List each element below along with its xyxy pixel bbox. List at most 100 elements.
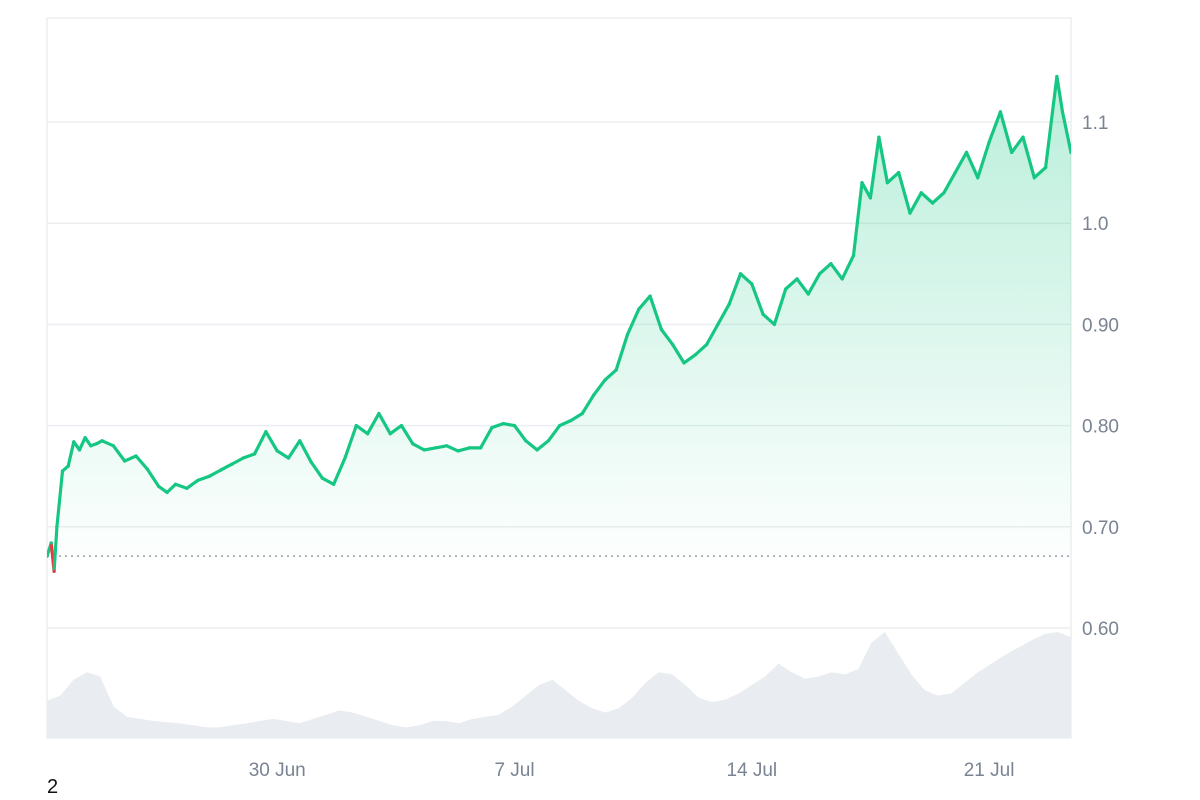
price-point <box>1010 150 1014 154</box>
price-point <box>52 569 56 573</box>
price-line-segment <box>942 171 957 195</box>
price-line-segment <box>524 439 539 452</box>
price-line-segment <box>930 191 946 205</box>
price-line-segment <box>83 436 93 448</box>
price-line[interactable] <box>45 74 1072 573</box>
price-point <box>111 444 115 448</box>
price-line-segment <box>1032 165 1048 180</box>
price-point <box>343 456 347 460</box>
price-line-segment <box>1055 74 1065 114</box>
price-line-segment <box>868 135 881 200</box>
price-point <box>1069 150 1071 154</box>
price-line-segment <box>399 424 415 446</box>
price-line-segment <box>897 171 912 215</box>
price-point <box>72 440 76 444</box>
price-point <box>366 432 370 436</box>
footer-label: 2 <box>47 776 59 798</box>
price-point <box>275 449 279 453</box>
price-point <box>173 482 178 486</box>
price-line-segment <box>964 150 980 180</box>
price-point <box>49 541 53 545</box>
price-line-segment <box>320 476 336 486</box>
y-tick-label: 1.1 <box>1082 113 1108 134</box>
price-point <box>964 150 969 154</box>
price-point <box>637 307 641 311</box>
price-point <box>829 262 833 266</box>
price-line-segment <box>919 191 935 205</box>
price-line-segment <box>411 442 426 452</box>
price-point <box>885 181 890 185</box>
price-point <box>165 490 169 494</box>
price-line-segment <box>456 446 471 453</box>
price-point <box>123 459 127 463</box>
price-line-segment <box>1060 110 1071 154</box>
price-line-segment <box>275 449 291 460</box>
price-point <box>897 171 901 175</box>
y-tick-label: 0.60 <box>1082 619 1119 640</box>
price-line-segment <box>671 343 686 365</box>
price-point <box>134 454 138 458</box>
price-line-segment <box>659 327 675 347</box>
price-point <box>659 327 664 332</box>
price-point <box>851 254 856 258</box>
price-point <box>47 554 49 558</box>
price-line-segment <box>512 424 528 443</box>
price-line-segment <box>716 302 731 326</box>
price-point <box>625 332 630 337</box>
price-line-segment <box>704 322 720 347</box>
y-tick-label: 0.90 <box>1082 315 1119 336</box>
price-point <box>931 201 935 205</box>
price-point <box>772 322 777 326</box>
price-point <box>761 312 765 316</box>
price-line-segment <box>908 191 923 215</box>
price-line-segment <box>614 332 630 372</box>
price-point <box>1032 176 1036 180</box>
price-point <box>377 411 381 416</box>
price-line-segment <box>829 262 844 281</box>
price-point <box>682 361 686 365</box>
y-tick-label: 1.0 <box>1082 214 1108 235</box>
price-point <box>524 439 528 443</box>
price-point <box>1044 165 1048 170</box>
price-point <box>66 464 70 468</box>
price-point <box>840 277 844 281</box>
price-point <box>806 292 810 296</box>
price-line-segment <box>772 287 788 326</box>
price-line-segment <box>241 452 257 460</box>
price-line-segment <box>851 181 864 258</box>
price-point <box>298 439 302 443</box>
price-point <box>445 444 449 448</box>
price-line-segment <box>682 353 697 365</box>
price-point <box>942 191 946 195</box>
price-point <box>580 411 584 416</box>
price-line-segment <box>196 474 211 482</box>
price-line-segment <box>693 343 709 357</box>
price-line-segment <box>66 440 76 468</box>
x-axis-ticks: 30 Jun 7 Jul 14 Jul 21 Jul <box>249 760 1015 781</box>
price-line-segment <box>134 454 149 471</box>
price-point <box>614 368 618 372</box>
price-line-segment <box>298 439 313 464</box>
price-point <box>94 442 98 446</box>
price-point <box>230 462 234 466</box>
price-line-segment <box>558 418 573 428</box>
price-point <box>145 467 149 471</box>
price-line-segment <box>100 439 116 448</box>
price-point <box>705 343 709 347</box>
price-line-segment <box>219 462 234 472</box>
price-point <box>953 171 957 175</box>
price-line-segment <box>286 439 302 460</box>
price-line-segment <box>987 110 1003 144</box>
price-line-segment <box>309 460 324 480</box>
price-point <box>264 430 268 434</box>
price-line-segment <box>535 439 551 452</box>
price-point <box>388 432 392 436</box>
price-line-segment <box>479 426 494 450</box>
price-point <box>253 452 257 456</box>
price-point <box>501 422 505 426</box>
price-line-segment <box>264 430 279 453</box>
price-line-segment <box>388 424 404 436</box>
price-line-segment <box>840 254 856 281</box>
